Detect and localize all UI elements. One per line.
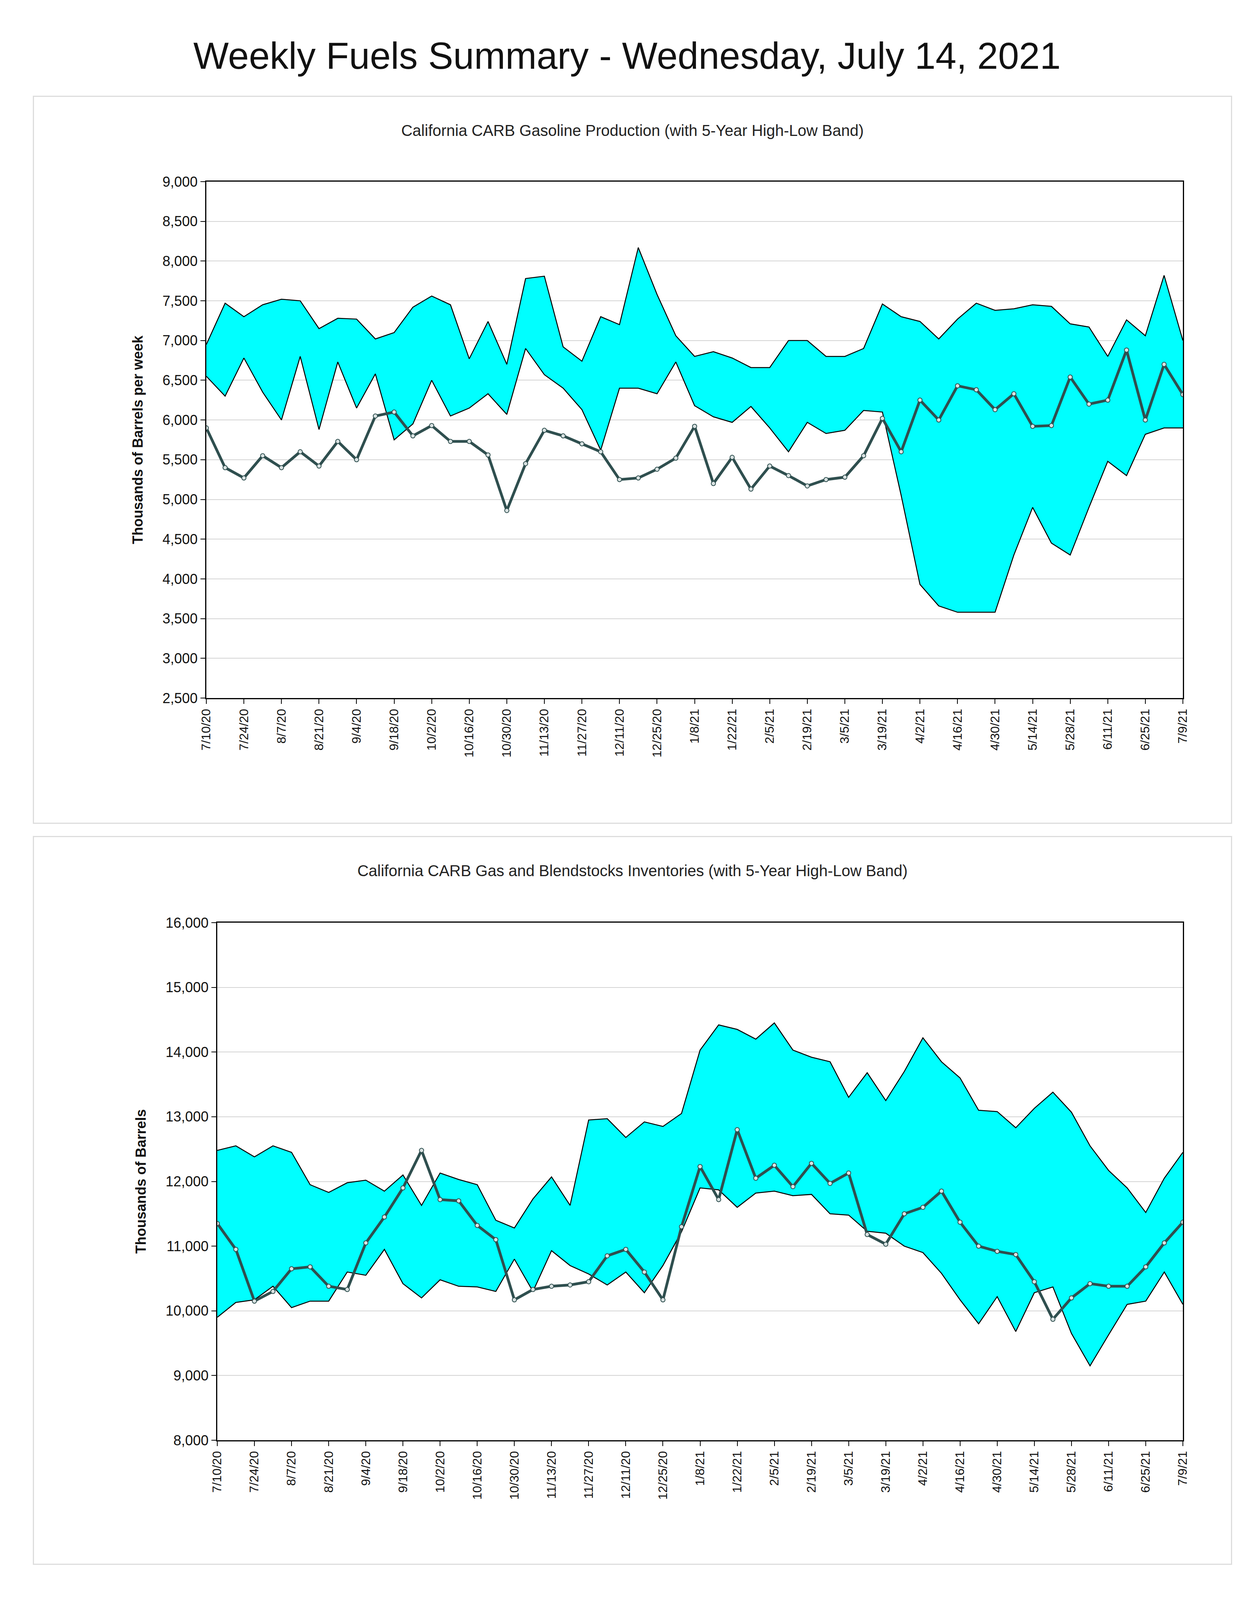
svg-text:4/16/21: 4/16/21 bbox=[952, 1451, 967, 1494]
svg-text:12/11/20: 12/11/20 bbox=[612, 709, 627, 757]
svg-text:10/30/20: 10/30/20 bbox=[507, 1451, 522, 1501]
svg-text:7/24/20: 7/24/20 bbox=[236, 709, 251, 752]
svg-text:5/14/21: 5/14/21 bbox=[1026, 1451, 1042, 1494]
svg-text:8/7/20: 8/7/20 bbox=[284, 1451, 299, 1487]
svg-text:1/22/21: 1/22/21 bbox=[729, 1451, 745, 1494]
svg-text:7,000: 7,000 bbox=[162, 332, 198, 349]
svg-text:8,500: 8,500 bbox=[162, 213, 198, 230]
svg-text:9/4/20: 9/4/20 bbox=[358, 1451, 373, 1487]
svg-text:2,500: 2,500 bbox=[162, 690, 198, 707]
svg-text:California CARB Gas and Blends: California CARB Gas and Blendstocks Inve… bbox=[357, 862, 908, 880]
svg-text:16,000: 16,000 bbox=[165, 915, 209, 932]
svg-text:9/18/20: 9/18/20 bbox=[395, 1451, 410, 1494]
svg-text:3,000: 3,000 bbox=[162, 650, 198, 667]
svg-text:Thousands of Barrels per week: Thousands of Barrels per week bbox=[129, 335, 146, 545]
svg-text:11/27/20: 11/27/20 bbox=[574, 709, 589, 757]
svg-text:4/30/21: 4/30/21 bbox=[989, 1451, 1004, 1494]
svg-text:8/7/20: 8/7/20 bbox=[274, 709, 289, 745]
svg-text:4,500: 4,500 bbox=[162, 531, 198, 548]
svg-text:7/10/20: 7/10/20 bbox=[209, 1451, 224, 1494]
svg-text:7/9/21: 7/9/21 bbox=[1175, 1451, 1190, 1487]
svg-text:2/5/21: 2/5/21 bbox=[762, 709, 777, 745]
svg-text:12/25/20: 12/25/20 bbox=[649, 709, 664, 759]
svg-text:3/5/21: 3/5/21 bbox=[837, 709, 852, 745]
svg-text:4/16/21: 4/16/21 bbox=[950, 709, 965, 752]
svg-text:5/14/21: 5/14/21 bbox=[1025, 709, 1040, 752]
html-text:Weekly Fuels Summary - Wednesd: Weekly Fuels Summary - Wednesday, July 1… bbox=[193, 34, 1061, 77]
svg-text:3/19/21: 3/19/21 bbox=[874, 709, 890, 752]
svg-text:13,000: 13,000 bbox=[165, 1109, 209, 1126]
svg-text:5/28/21: 5/28/21 bbox=[1062, 709, 1077, 752]
svg-text:11/27/20: 11/27/20 bbox=[581, 1451, 596, 1500]
svg-text:11/13/20: 11/13/20 bbox=[544, 1451, 559, 1500]
svg-text:6,000: 6,000 bbox=[162, 412, 198, 429]
svg-text:12/25/20: 12/25/20 bbox=[655, 1451, 670, 1501]
svg-text:5,500: 5,500 bbox=[162, 451, 198, 468]
svg-text:1/22/21: 1/22/21 bbox=[724, 709, 739, 752]
svg-text:10/16/20: 10/16/20 bbox=[470, 1451, 485, 1501]
svg-text:5/28/21: 5/28/21 bbox=[1064, 1451, 1079, 1494]
svg-text:6/25/21: 6/25/21 bbox=[1137, 709, 1153, 752]
svg-text:7,500: 7,500 bbox=[162, 293, 198, 310]
svg-text:3,500: 3,500 bbox=[162, 610, 198, 627]
svg-text:10/30/20: 10/30/20 bbox=[499, 709, 514, 759]
svg-text:9/18/20: 9/18/20 bbox=[386, 709, 401, 752]
svg-text:7/9/21: 7/9/21 bbox=[1175, 709, 1190, 745]
svg-text:1/8/21: 1/8/21 bbox=[692, 1451, 707, 1487]
svg-text:4,000: 4,000 bbox=[162, 571, 198, 588]
svg-text:9,000: 9,000 bbox=[173, 1368, 209, 1385]
svg-text:7/10/20: 7/10/20 bbox=[198, 709, 213, 752]
svg-text:7/24/20: 7/24/20 bbox=[246, 1451, 262, 1494]
svg-text:Thousands of Barrels: Thousands of Barrels bbox=[132, 1109, 149, 1254]
svg-text:11,000: 11,000 bbox=[166, 1238, 209, 1255]
svg-text:10/2/20: 10/2/20 bbox=[432, 1451, 448, 1494]
svg-text:12/11/20: 12/11/20 bbox=[618, 1451, 633, 1500]
svg-text:10/2/20: 10/2/20 bbox=[424, 709, 439, 752]
svg-text:10/16/20: 10/16/20 bbox=[461, 709, 476, 759]
svg-text:8/21/20: 8/21/20 bbox=[321, 1451, 336, 1494]
svg-text:6/25/21: 6/25/21 bbox=[1138, 1451, 1153, 1494]
svg-text:4/2/21: 4/2/21 bbox=[915, 1451, 930, 1487]
svg-text:15,000: 15,000 bbox=[165, 979, 209, 996]
svg-text:11/13/20: 11/13/20 bbox=[536, 709, 551, 757]
svg-text:4/30/21: 4/30/21 bbox=[987, 709, 1002, 752]
svg-text:10,000: 10,000 bbox=[165, 1303, 209, 1320]
svg-text:2/19/21: 2/19/21 bbox=[804, 1451, 819, 1494]
svg-text:9/4/20: 9/4/20 bbox=[349, 709, 364, 745]
svg-text:6/11/21: 6/11/21 bbox=[1100, 709, 1115, 750]
svg-text:8/21/20: 8/21/20 bbox=[311, 709, 326, 752]
svg-text:8,000: 8,000 bbox=[173, 1432, 209, 1449]
svg-text:14,000: 14,000 bbox=[165, 1044, 209, 1061]
svg-text:12,000: 12,000 bbox=[165, 1173, 209, 1190]
svg-text:California CARB Gasoline Produ: California CARB Gasoline Production (wit… bbox=[401, 121, 865, 140]
svg-text:3/19/21: 3/19/21 bbox=[878, 1451, 893, 1494]
svg-text:6,500: 6,500 bbox=[162, 372, 198, 389]
svg-text:2/19/21: 2/19/21 bbox=[799, 709, 814, 752]
svg-text:2/5/21: 2/5/21 bbox=[767, 1451, 782, 1487]
svg-text:3/5/21: 3/5/21 bbox=[841, 1451, 856, 1487]
svg-text:4/2/21: 4/2/21 bbox=[912, 709, 927, 745]
svg-text:5,000: 5,000 bbox=[162, 491, 198, 508]
svg-text:8,000: 8,000 bbox=[162, 253, 198, 270]
svg-text:9,000: 9,000 bbox=[162, 173, 198, 190]
svg-text:1/8/21: 1/8/21 bbox=[687, 709, 702, 745]
svg-text:6/11/21: 6/11/21 bbox=[1101, 1451, 1116, 1493]
